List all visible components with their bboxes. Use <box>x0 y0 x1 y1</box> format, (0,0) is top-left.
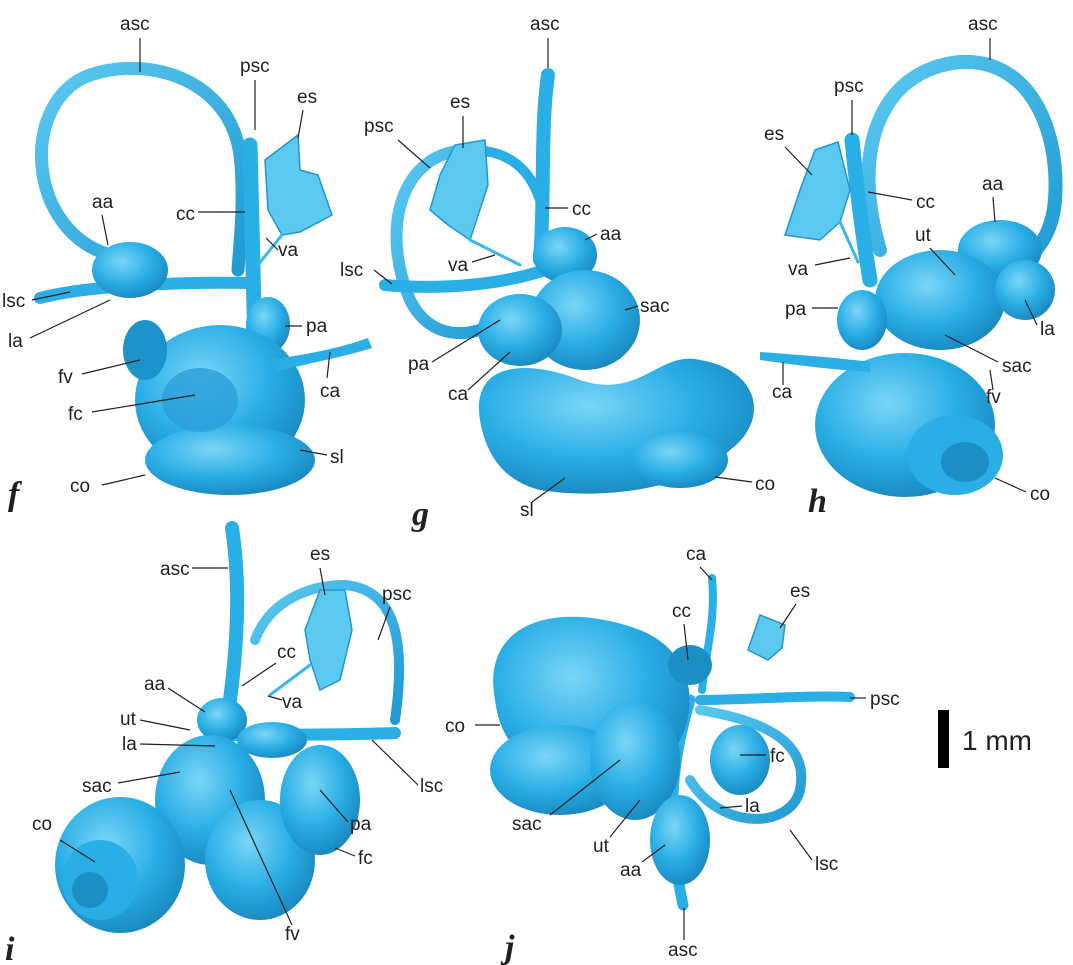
label-g-va: va <box>448 255 469 276</box>
label-g-psc: psc <box>364 116 394 137</box>
label-i-pa: pa <box>350 814 372 835</box>
label-f-asc: asc <box>120 14 150 35</box>
label-g-cc: cc <box>572 199 591 220</box>
label-j-ut: ut <box>593 836 610 857</box>
label-h-psc: psc <box>834 76 864 97</box>
label-j-co: co <box>445 716 465 737</box>
label-i-asc: asc <box>160 559 190 580</box>
label-j-lsc: lsc <box>815 854 838 875</box>
label-i-cc: cc <box>277 642 296 663</box>
panel-i-specimen <box>55 521 405 933</box>
label-i-ut: ut <box>120 709 137 730</box>
label-g-sl: sl <box>520 500 534 521</box>
label-f-psc: psc <box>240 56 270 77</box>
panel-h-specimen <box>760 54 1063 497</box>
label-f-ca: ca <box>320 381 341 402</box>
label-j-cc: cc <box>672 601 691 622</box>
panel-letter-i: i <box>5 931 15 965</box>
label-f-co: co <box>70 476 90 497</box>
label-f-aa: aa <box>92 192 114 213</box>
scale-bar-label: 1 mm <box>962 725 1032 756</box>
panel-g-specimen <box>379 68 754 494</box>
label-h-es: es <box>764 124 784 145</box>
label-h-aa: aa <box>982 174 1004 195</box>
label-f-la: la <box>8 331 23 352</box>
label-g-lsc: lsc <box>340 260 363 281</box>
label-j-es: es <box>790 581 810 602</box>
label-i-la: la <box>122 734 137 755</box>
label-j-la: la <box>745 796 760 817</box>
label-h-pa: pa <box>785 299 807 320</box>
label-h-asc: asc <box>968 14 998 35</box>
label-j-asc: asc <box>668 940 698 961</box>
label-h-ca: ca <box>772 382 793 403</box>
label-f-es: es <box>297 87 317 108</box>
label-i-psc: psc <box>382 584 412 605</box>
label-i-co: co <box>32 814 52 835</box>
label-g-aa: aa <box>600 224 622 245</box>
label-i-aa: aa <box>144 674 166 695</box>
scale-bar-line <box>938 710 949 768</box>
panel-f: asc psc es aa cc va lsc la pa fv ca fc s… <box>2 14 372 513</box>
label-h-fv: fv <box>986 387 1001 408</box>
panel-letter-f: f <box>8 476 23 513</box>
label-h-co: co <box>1030 484 1050 505</box>
panel-i: asc es psc cc aa va ut la sac lsc pa co … <box>5 521 443 965</box>
label-f-va: va <box>278 240 299 261</box>
label-i-sac: sac <box>82 776 112 797</box>
panel-letter-h: h <box>808 483 827 520</box>
label-i-fv: fv <box>285 924 300 945</box>
label-i-es: es <box>310 544 330 565</box>
label-j-sac: sac <box>512 814 542 835</box>
panel-j: ca cc es psc co fc sac la ut aa lsc asc … <box>445 544 900 965</box>
panel-j-specimen <box>490 574 855 911</box>
label-g-asc: asc <box>530 14 560 35</box>
panel-f-specimen <box>34 61 372 495</box>
label-j-fc: fc <box>770 746 785 767</box>
panel-letter-j: j <box>500 929 515 965</box>
label-f-fc: fc <box>68 404 83 425</box>
label-h-va: va <box>788 259 809 280</box>
panel-g: asc psc es cc aa lsc va sac pa ca co sl … <box>340 14 775 533</box>
label-j-psc: psc <box>870 689 900 710</box>
label-f-fv: fv <box>58 367 73 388</box>
label-f-cc: cc <box>176 204 195 225</box>
label-g-ca: ca <box>448 384 469 405</box>
label-f-lsc: lsc <box>2 291 25 312</box>
label-j-ca: ca <box>686 544 707 565</box>
label-g-pa: pa <box>408 354 430 375</box>
label-f-pa: pa <box>306 316 328 337</box>
panel-letter-g: g <box>411 496 429 533</box>
label-i-fc: fc <box>358 848 373 869</box>
label-i-va: va <box>282 692 303 713</box>
label-g-co: co <box>755 474 775 495</box>
label-j-aa: aa <box>620 860 642 881</box>
label-g-es: es <box>450 92 470 113</box>
label-h-ut: ut <box>915 225 932 246</box>
label-f-sl: sl <box>330 447 344 468</box>
label-h-la: la <box>1040 319 1055 340</box>
label-h-sac: sac <box>1002 356 1032 377</box>
label-g-sac: sac <box>640 296 670 317</box>
label-h-cc: cc <box>916 192 935 213</box>
panel-h: asc psc es cc aa ut va pa la sac ca fv c… <box>760 14 1063 520</box>
scale-bar: 1 mm <box>938 710 1032 768</box>
label-i-lsc: lsc <box>420 776 443 797</box>
